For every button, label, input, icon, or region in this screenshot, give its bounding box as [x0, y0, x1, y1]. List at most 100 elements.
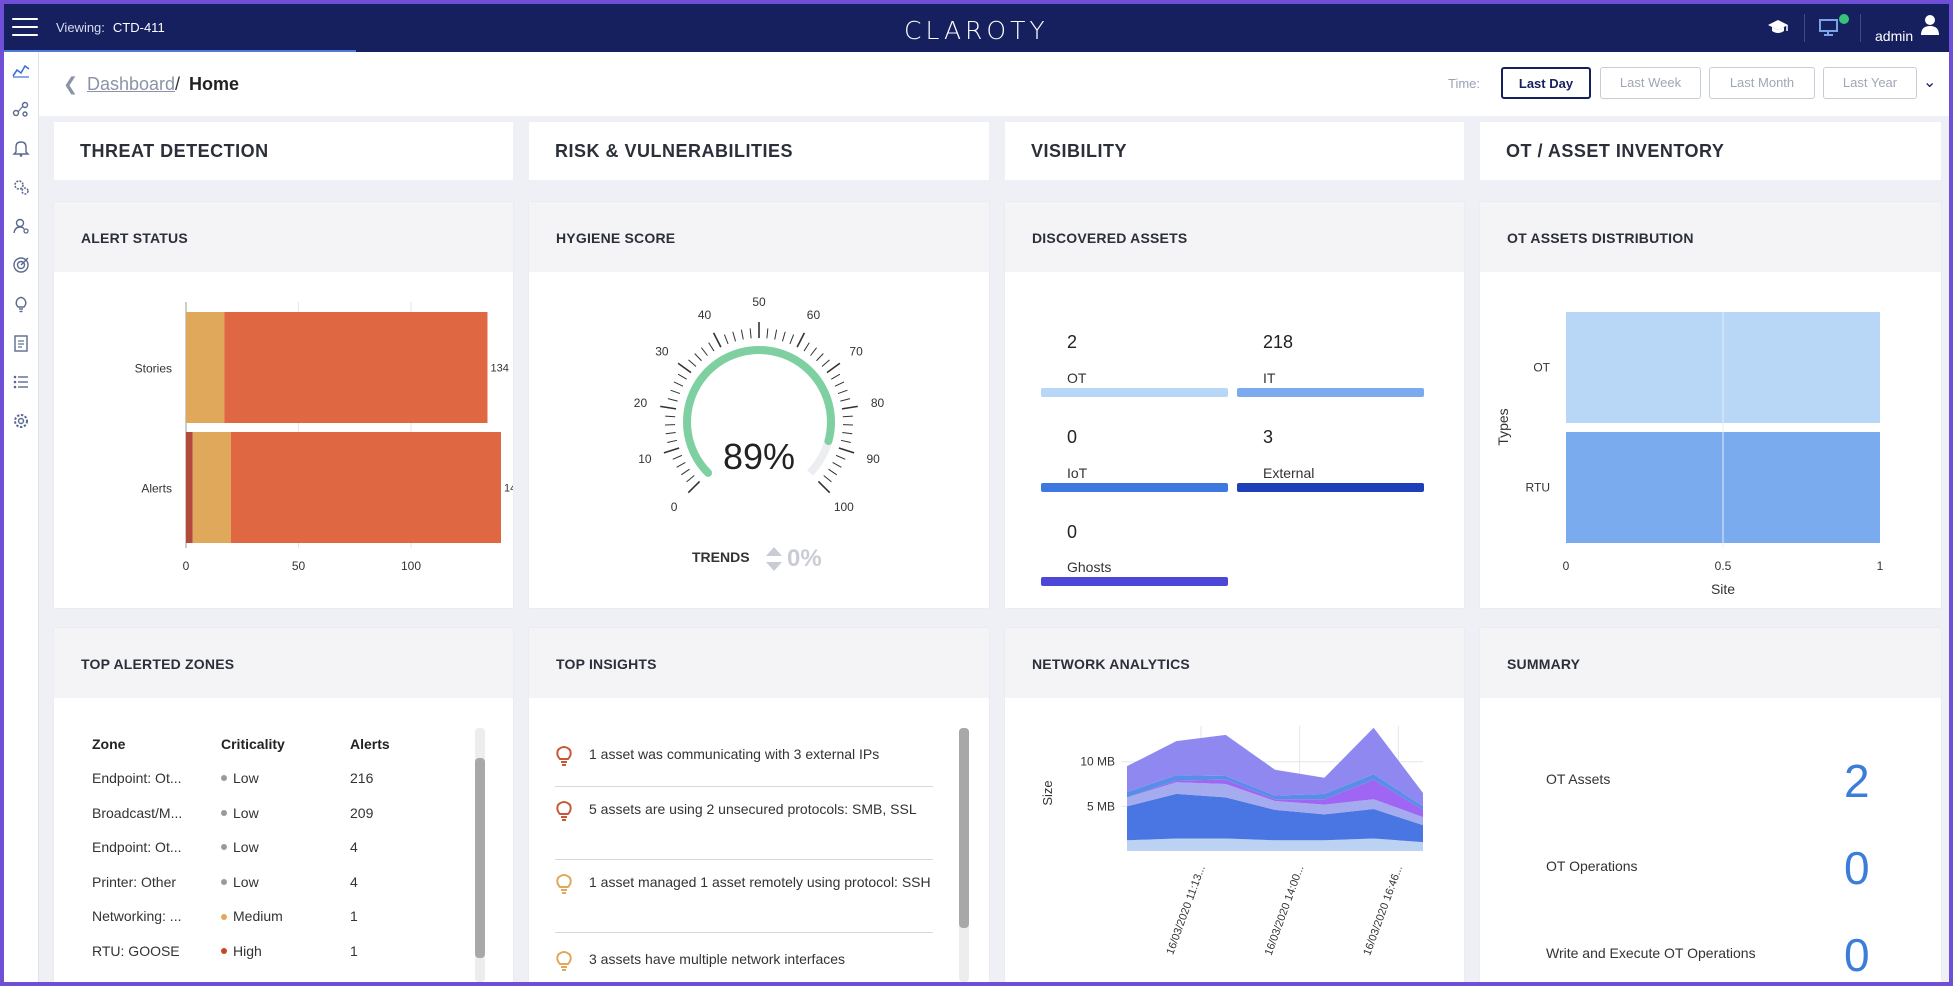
sidebar — [4, 52, 39, 982]
breadcrumb-dashboard-link[interactable]: Dashboard — [87, 74, 176, 94]
chevron-left-icon[interactable]: ❮ — [63, 74, 79, 94]
col-header-criticality[interactable]: Criticality — [221, 736, 285, 752]
bar-segment — [192, 432, 231, 543]
summary-value-ot-operations[interactable]: 0 — [1844, 842, 1870, 894]
time-label: Time: — [1448, 76, 1481, 91]
asset-label: OT — [1067, 370, 1087, 386]
viewing-indicator[interactable]: Viewing: CTD-411 — [56, 20, 165, 35]
gauge-tick — [831, 373, 841, 380]
x-tick-label: 16/03/2020 14:00... — [1263, 864, 1307, 957]
criticality-cell: Low — [221, 805, 259, 821]
user-icon[interactable] — [1918, 14, 1942, 36]
alerts-cell: 1 — [350, 943, 358, 959]
zone-cell: Broadcast/M... — [92, 804, 183, 821]
network-nodes-icon[interactable] — [10, 100, 32, 122]
zones-scrollbar-thumb[interactable] — [475, 758, 485, 958]
user-menu[interactable]: admin — [1875, 28, 1913, 44]
insights-scrollbar-thumb[interactable] — [959, 728, 969, 928]
table-row[interactable]: RTU: GOOSE High 1 — [54, 943, 464, 965]
target-icon[interactable] — [10, 256, 32, 278]
network-analytics-title: NETWORK ANALYTICS — [1005, 628, 1464, 698]
zone-cell: RTU: GOOSE — [92, 943, 180, 959]
menu-icon[interactable] — [12, 18, 38, 38]
time-last-year-button[interactable]: Last Year — [1823, 67, 1917, 99]
insight-item[interactable]: 1 asset was communicating with 3 externa… — [555, 745, 933, 766]
area-series — [1127, 782, 1423, 826]
gauge-tick — [740, 329, 744, 340]
tick-label: 10 MB — [1080, 755, 1115, 769]
gauge-tick — [676, 462, 686, 468]
gears-icon[interactable] — [10, 178, 32, 200]
gauge-tick — [665, 432, 676, 435]
gauge-tick — [834, 381, 845, 387]
alerts-cell: 1 — [350, 908, 358, 925]
criticality-dot — [221, 809, 227, 816]
status-badge — [1839, 14, 1849, 24]
table-row[interactable]: Networking: ... Medium 1 — [54, 908, 464, 930]
user-name: admin — [1875, 28, 1914, 44]
graduation-cap-icon[interactable] — [1766, 17, 1790, 39]
time-last-month-button[interactable]: Last Month — [1709, 67, 1815, 99]
asset-label: IoT — [1067, 465, 1088, 481]
table-row[interactable]: Endpoint: Ot... Low 216 — [54, 770, 464, 792]
users-network-icon[interactable] — [10, 217, 32, 239]
summary-value-ot-assets[interactable]: 2 — [1844, 755, 1870, 807]
bar-segment — [186, 432, 193, 543]
gauge-tick — [667, 439, 678, 443]
lightbulb-icon[interactable] — [10, 295, 32, 317]
insight-text: 3 assets have multiple network interface… — [589, 951, 846, 967]
gauge-tick — [823, 475, 832, 483]
discovered-assets-card: DISCOVERED ASSETS 2 OT 218 IT 0 IoT 3 Ex… — [1005, 202, 1464, 608]
tick-label: 100 — [401, 559, 421, 573]
bar-segment — [231, 432, 501, 543]
claroty-logo: CLAROTY — [904, 16, 1049, 45]
gauge-tick-label: 70 — [849, 344, 863, 358]
table-row[interactable]: Endpoint: Ot... Low 4 — [54, 839, 464, 861]
x-tick-label: 16/03/2020 11:13... — [1164, 864, 1207, 956]
insight-item[interactable]: 3 assets have multiple network interface… — [555, 950, 933, 971]
time-last-week-button[interactable]: Last Week — [1600, 67, 1701, 99]
tick-label: 0 — [183, 559, 190, 573]
chevron-down-icon[interactable]: ⌄ — [1923, 74, 1937, 91]
criticality-text: Low — [233, 839, 259, 856]
settings-gear-icon[interactable] — [10, 412, 32, 434]
gauge-tick — [700, 347, 708, 356]
breadcrumb-separator: / — [175, 74, 181, 94]
insight-separator — [555, 859, 933, 860]
insight-item[interactable]: 1 asset managed 1 asset remotely using p… — [555, 873, 933, 894]
asset-bar — [1041, 483, 1228, 492]
list-icon[interactable] — [10, 373, 32, 395]
gauge-tick-label: 0 — [671, 500, 678, 512]
asset-label: External — [1263, 465, 1315, 481]
gauge-tick — [810, 347, 818, 356]
summary-card: SUMMARY OT Assets 2 OT Operations 0 Writ… — [1480, 628, 1941, 982]
asset-count: 0 — [1067, 522, 1078, 542]
criticality-dot — [221, 948, 227, 955]
bell-icon[interactable] — [10, 139, 32, 161]
dashboard-chart-icon[interactable] — [10, 62, 32, 84]
asset-bar — [1041, 577, 1228, 586]
area-series — [1127, 779, 1423, 818]
summary-value-write-execute[interactable]: 0 — [1844, 929, 1870, 981]
category-label: RTU — [1526, 481, 1550, 495]
area-series — [1127, 838, 1423, 851]
trend-updown-icon — [765, 546, 783, 577]
col-header-alerts[interactable]: Alerts — [350, 736, 390, 752]
gauge-tick — [667, 398, 678, 402]
asset-bar — [1237, 483, 1424, 492]
table-row[interactable]: Printer: Other Low 4 — [54, 874, 464, 896]
monitor-icon[interactable] — [1817, 17, 1841, 39]
area-series — [1127, 727, 1423, 807]
asset-bar — [1041, 388, 1228, 397]
gauge-tick — [789, 334, 795, 345]
viewing-value: CTD-411 — [112, 20, 165, 35]
insight-item[interactable]: 5 assets are using 2 unsecured protocols… — [555, 800, 933, 821]
asset-count: 0 — [1067, 427, 1078, 447]
time-last-day-button[interactable]: Last Day — [1501, 67, 1591, 99]
asset-count: 218 — [1263, 332, 1294, 352]
table-row[interactable]: Broadcast/M... Low 209 — [54, 805, 464, 827]
network-analytics-chart: 5 MB 10 MB Size 16/03/2020 11:13... 16/03/20… — [1040, 726, 1423, 957]
report-icon[interactable] — [10, 334, 32, 356]
col-header-zone[interactable]: Zone — [92, 736, 126, 752]
category-label: Stories — [135, 362, 172, 376]
